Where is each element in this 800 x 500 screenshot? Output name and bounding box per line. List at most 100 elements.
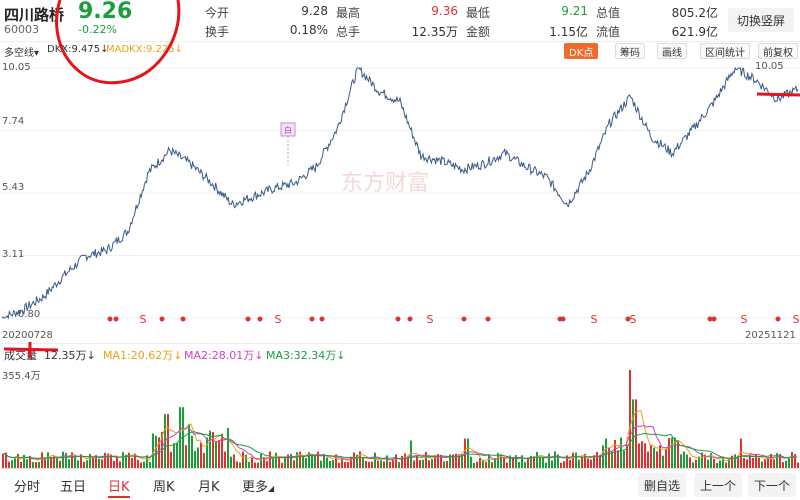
volume-bar [596, 451, 598, 468]
volume-bar [413, 460, 415, 468]
watermark: 东方财富 [341, 170, 429, 195]
volume-bar [671, 437, 673, 468]
volume-bar [704, 454, 706, 468]
volume-bar [491, 462, 493, 468]
volume-bar [140, 462, 142, 468]
volume-bar [635, 399, 637, 468]
chips-button[interactable]: 筹码 [615, 43, 645, 59]
volume-bar [332, 460, 334, 468]
volume-bar [329, 461, 331, 468]
volume-bar [197, 447, 199, 468]
range-stats-button[interactable]: 区间统计 [700, 43, 750, 59]
volume-bar [77, 460, 79, 468]
volume-bar [152, 433, 154, 468]
volume-bar [143, 461, 145, 468]
previous-button[interactable]: 上一个 [694, 473, 742, 497]
volume-bar [182, 407, 184, 468]
tab-intraday[interactable]: 分时 [14, 480, 41, 495]
volume-bar [599, 455, 601, 468]
volume-bar [713, 458, 715, 468]
volume-bar [167, 414, 169, 468]
signal-dot [711, 316, 717, 322]
kline-chart[interactable]: 东方财富 白 S S S S S S S 10.05 7.74 5.43 3.11 0.80… [0, 60, 800, 343]
indicator-name: 多空线 [4, 48, 34, 59]
volume-bar [578, 459, 580, 468]
volume-bar [422, 459, 424, 468]
volume-bar [428, 460, 430, 468]
volume-chart[interactable]: 355.4万 [0, 362, 800, 468]
volume-bar [125, 454, 127, 468]
volume-bar [488, 454, 490, 468]
next-button[interactable]: 下一个 [748, 473, 796, 497]
volume-bar [710, 453, 712, 468]
forward-adjust-button[interactable]: 前复权 [758, 43, 798, 59]
volume-bar [608, 447, 610, 468]
volume-bar [530, 455, 532, 468]
volume-bar [71, 452, 73, 468]
volume-bar [494, 458, 496, 468]
volume-value: 12.35万↓ [44, 349, 96, 362]
volume-bar [749, 454, 751, 468]
volume-bar [581, 457, 583, 468]
stock-code: 60003 [4, 23, 39, 36]
volume-bar [707, 459, 709, 468]
volume-bar [446, 461, 448, 468]
volume-bar [737, 455, 739, 468]
volume-bar [731, 455, 733, 468]
switch-portrait-button[interactable]: 切换竖屏 [728, 8, 794, 32]
volume-bar [797, 462, 799, 468]
volume-bar [380, 460, 382, 468]
volume-bar [437, 454, 439, 468]
volume-bar [134, 453, 136, 468]
volume-bar [245, 454, 247, 468]
volume-bars [1, 370, 799, 468]
price-series-line [1, 66, 799, 320]
indicator-selector[interactable]: 多空线▾ [4, 44, 39, 59]
volume-bar [500, 454, 502, 468]
tab-five-day[interactable]: 五日 [60, 480, 87, 495]
volume-max-label: 355.4万 [2, 371, 41, 382]
volume-bar [776, 453, 778, 468]
signal-dot [319, 316, 325, 322]
volume-bar [476, 461, 478, 468]
volume-bar [194, 450, 196, 468]
tab-daily-k[interactable]: 日K [108, 480, 130, 495]
delete-watchlist-button[interactable]: 删自选 [638, 473, 686, 497]
volume-bar [215, 441, 217, 468]
volume-bar [503, 458, 505, 468]
volume-bar [308, 452, 310, 468]
volume-bar [200, 442, 202, 468]
volume-bar [383, 461, 385, 468]
tab-monthly-k[interactable]: 月K [198, 480, 220, 495]
volume-bar [74, 455, 76, 468]
volume-bar [23, 454, 25, 468]
volume-bar [449, 454, 451, 468]
volume-bar [461, 454, 463, 468]
dk-point-button[interactable]: DK点 [564, 43, 599, 59]
volume-bar [38, 461, 40, 468]
tab-more[interactable]: 更多◢ [242, 476, 274, 495]
volume-bar [632, 399, 634, 468]
volume-bar [149, 461, 151, 468]
volume-bar [338, 462, 340, 468]
volume-bar [545, 462, 547, 468]
volume-bar [770, 453, 772, 468]
volume-bar [233, 454, 235, 468]
ma1-value: MA1:20.62万↓ [103, 349, 183, 362]
draw-line-button[interactable]: 画线 [657, 43, 687, 59]
volume-bar [623, 450, 625, 468]
volume-bar [587, 458, 589, 468]
volume-bar [743, 457, 745, 468]
volume-bar [722, 456, 724, 468]
volume-bar [614, 439, 616, 468]
quote-value-turnover: 0.18% [289, 23, 328, 37]
volume-bar [746, 459, 748, 468]
tab-weekly-k[interactable]: 周K [153, 480, 175, 495]
volume-bar [92, 456, 94, 468]
period-nav: 分时 五日 日K 周K 月K 更多◢ 删自选 上一个 下一个 [0, 468, 800, 500]
volume-bar [689, 457, 691, 468]
volume-bar [293, 460, 295, 468]
volume-bar [473, 463, 475, 468]
volume-bar [173, 443, 175, 468]
quote-label-high: 最高 [336, 6, 361, 20]
